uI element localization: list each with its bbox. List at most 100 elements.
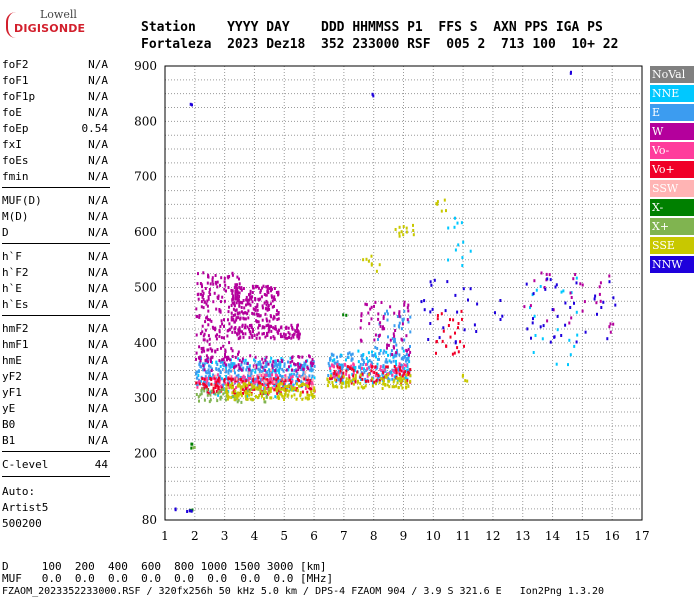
data-point <box>203 382 206 386</box>
data-point <box>284 377 287 381</box>
data-point <box>246 298 249 302</box>
data-point <box>609 322 612 326</box>
data-point <box>277 363 280 367</box>
data-point <box>214 350 217 354</box>
data-point <box>223 324 225 328</box>
data-point <box>235 318 238 322</box>
data-point <box>218 389 221 393</box>
x-tick-label: 1 <box>161 529 169 543</box>
data-point <box>393 311 396 315</box>
legend-item: NNE <box>650 85 694 102</box>
data-point <box>529 306 531 310</box>
data-point <box>249 354 252 358</box>
data-point <box>457 350 460 354</box>
data-point <box>396 315 399 318</box>
data-point <box>542 324 545 328</box>
data-point <box>409 350 412 354</box>
data-point <box>229 385 232 389</box>
data-point <box>373 371 376 375</box>
data-point <box>293 369 296 372</box>
data-point <box>274 371 277 375</box>
data-point <box>302 367 305 371</box>
data-point <box>229 365 232 369</box>
data-point <box>261 370 264 374</box>
data-point <box>266 307 269 311</box>
data-point <box>404 359 407 363</box>
data-point <box>248 365 251 369</box>
data-point <box>279 326 282 330</box>
data-point <box>223 318 225 322</box>
data-point <box>252 379 255 383</box>
data-point <box>263 382 266 385</box>
data-point <box>401 369 404 373</box>
data-point <box>454 293 457 297</box>
data-point <box>272 317 275 321</box>
data-point <box>367 360 370 364</box>
data-point <box>212 300 215 304</box>
data-point <box>272 368 274 372</box>
data-point <box>407 358 410 362</box>
data-point <box>202 298 205 301</box>
data-point <box>257 331 260 335</box>
data-point <box>307 367 310 371</box>
data-point <box>310 393 313 397</box>
data-point <box>339 354 342 358</box>
data-point <box>341 381 344 385</box>
data-point <box>525 282 528 286</box>
data-point <box>299 391 302 395</box>
data-point <box>271 373 274 377</box>
data-point <box>570 296 573 299</box>
data-point <box>279 374 282 377</box>
data-point <box>232 368 235 372</box>
data-point <box>278 328 281 332</box>
data-point <box>284 374 287 378</box>
data-point <box>351 352 354 356</box>
data-point <box>461 264 464 267</box>
logo-arc <box>6 12 22 38</box>
data-point <box>216 333 218 337</box>
data-point <box>386 346 388 350</box>
data-point <box>262 383 265 387</box>
data-point <box>204 370 207 374</box>
data-point <box>290 381 292 385</box>
data-point <box>299 392 302 396</box>
data-point <box>398 231 401 235</box>
data-point <box>219 369 222 373</box>
param-value: N/A <box>88 194 108 207</box>
data-point <box>377 374 380 378</box>
data-point <box>379 368 382 371</box>
data-point <box>356 370 359 374</box>
data-point <box>275 313 278 317</box>
data-point <box>201 285 203 289</box>
data-point <box>573 301 575 305</box>
data-point <box>236 400 239 404</box>
data-point <box>339 369 342 373</box>
data-point <box>223 336 225 340</box>
data-point <box>190 446 193 450</box>
data-point <box>198 361 201 365</box>
data-point <box>568 338 571 342</box>
data-point <box>238 295 241 298</box>
data-point <box>568 321 571 325</box>
data-point <box>523 305 526 309</box>
data-point <box>211 355 214 359</box>
data-point <box>237 357 240 361</box>
data-point <box>407 370 410 374</box>
param-value: N/A <box>88 170 108 183</box>
data-point <box>287 331 290 335</box>
param-row: yF1 N/A <box>2 386 108 402</box>
data-point <box>226 334 229 338</box>
data-point <box>286 336 289 340</box>
data-point <box>259 363 262 366</box>
data-point <box>395 371 398 375</box>
data-point <box>241 324 244 328</box>
data-point <box>535 288 538 292</box>
data-point <box>208 342 211 346</box>
data-point <box>360 354 363 358</box>
param-separator <box>2 451 110 452</box>
data-point <box>233 380 236 384</box>
data-point <box>277 386 280 390</box>
data-point <box>294 363 297 367</box>
data-point <box>286 386 288 390</box>
data-point <box>352 362 355 366</box>
